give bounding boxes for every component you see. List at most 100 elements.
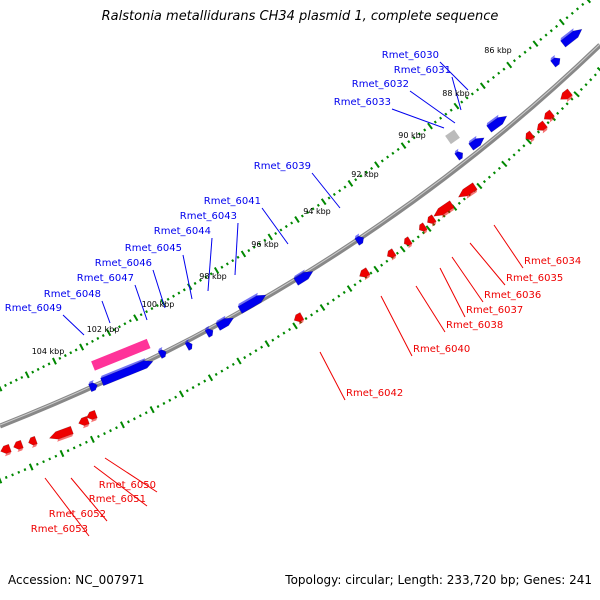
reverse-gene-label: Rmet_6038 — [446, 320, 503, 331]
reverse-gene-arrow-10[interactable] — [385, 248, 397, 262]
inner-minor-tick — [260, 345, 264, 349]
forward-gene-arrow-6-shape[interactable] — [354, 234, 366, 246]
inner-major-tick — [264, 340, 270, 348]
outer-minor-tick — [209, 272, 213, 276]
forward-gene-arrow-8-shape[interactable] — [237, 292, 268, 314]
forward-gene-arrow-2[interactable] — [549, 54, 563, 68]
reverse-gene-arrow-16[interactable] — [27, 435, 38, 448]
forward-gene-arrow-10-shape[interactable] — [204, 327, 215, 338]
unknown-gene-shape[interactable] — [445, 129, 460, 145]
inner-minor-tick — [248, 352, 252, 356]
inner-major-tick — [425, 225, 432, 233]
unknown-gene-arrow[interactable] — [445, 129, 460, 145]
forward-gene-arrow-10[interactable] — [204, 325, 215, 338]
outer-minor-tick — [47, 362, 51, 366]
inner-minor-tick — [271, 338, 275, 342]
forward-gene-label: Rmet_6045 — [125, 243, 182, 254]
reverse-gene-arrow-17-bevel — [17, 447, 24, 453]
reverse-gene-arrow-4[interactable] — [523, 130, 535, 144]
forward-gene-arrow-2-shape[interactable] — [550, 55, 563, 68]
outer-minor-tick — [193, 281, 197, 285]
inner-major-tick — [149, 406, 155, 414]
reverse-gene-arrow-5[interactable] — [456, 182, 478, 202]
reverse-gene-label-leader — [493, 224, 524, 269]
reverse-gene-arrow-15-shape[interactable] — [48, 425, 74, 442]
outer-minor-tick — [460, 100, 464, 104]
forward-gene-arrow-8[interactable] — [237, 290, 268, 314]
outer-minor-tick — [502, 67, 506, 71]
reverse-gene-arrow-2[interactable] — [542, 109, 556, 124]
reverse-gene-arrow-1[interactable] — [558, 88, 574, 104]
forward-gene-arrow-7[interactable] — [293, 266, 315, 286]
reverse-gene-arrow-11[interactable] — [357, 267, 371, 282]
outer-tick-ring — [0, 0, 592, 392]
forward-gene-arrow-6[interactable] — [354, 233, 366, 246]
forward-gene-arrow-13[interactable] — [100, 356, 155, 387]
inner-minor-tick — [17, 470, 21, 474]
outer-major-tick — [558, 18, 565, 26]
forward-gene-arrow-3-shape[interactable] — [486, 113, 510, 133]
outer-minor-tick — [279, 228, 283, 232]
outer-minor-tick — [69, 351, 73, 355]
reverse-gene-arrow-1-shape[interactable] — [558, 88, 573, 103]
forward-gene-arrow-4[interactable] — [468, 133, 487, 151]
outer-minor-tick — [581, 2, 585, 7]
reverse-gene-label: Rmet_6052 — [49, 509, 106, 520]
outer-minor-tick — [407, 140, 411, 144]
reverse-gene-arrow-9[interactable] — [402, 236, 413, 249]
reverse-gene-arrow-2-shape[interactable] — [542, 109, 555, 122]
forward-gene-arrow-9[interactable] — [215, 313, 236, 331]
outer-major-tick — [320, 198, 327, 206]
outer-minor-tick — [476, 88, 480, 92]
forward-gene-arrow-11-shape[interactable] — [184, 341, 194, 351]
reverse-gene-arrow-8-shape[interactable] — [417, 222, 428, 234]
reverse-gene-arrow-12-shape[interactable] — [292, 312, 305, 324]
forward-gene-arrow-5[interactable] — [454, 148, 465, 161]
reverse-gene-arrow-14-shape[interactable] — [77, 415, 90, 427]
outer-minor-tick — [423, 128, 427, 132]
reverse-gene-arrow-13-shape[interactable] — [85, 409, 98, 421]
reverse-gene-arrow-12[interactable] — [292, 312, 305, 326]
reverse-gene-arrow-12-bevel — [298, 319, 304, 325]
reverse-gene-label-leader — [44, 477, 90, 537]
forward-gene-arrow-1[interactable] — [559, 24, 585, 48]
forward-gene-arrow-11[interactable] — [184, 339, 194, 351]
forward-gene-arrow-3[interactable] — [485, 111, 510, 133]
reverse-gene-arrow-5-bevel — [466, 189, 478, 199]
reverse-gene-arrow-18-shape[interactable] — [0, 443, 12, 455]
reverse-gene-arrow-11-shape[interactable] — [357, 267, 371, 280]
inner-minor-tick — [288, 327, 292, 332]
inner-major-tick — [89, 435, 95, 444]
reverse-gene-label: Rmet_6053 — [31, 524, 88, 535]
reverse-gene-arrow-18[interactable] — [0, 443, 12, 457]
inner-minor-tick — [589, 78, 593, 82]
forward-gene-arrow-1-shape[interactable] — [560, 26, 585, 48]
highlighted-gene-arrow[interactable] — [91, 338, 151, 371]
outer-minor-tick — [182, 288, 186, 292]
outer-minor-tick — [247, 249, 251, 253]
forward-gene-arrow-7-shape[interactable] — [293, 268, 315, 286]
forward-gene-arrow-14[interactable] — [88, 379, 99, 393]
outer-minor-tick — [555, 24, 559, 28]
inner-minor-tick — [507, 157, 511, 161]
inner-minor-tick — [380, 263, 384, 267]
inner-minor-tick — [579, 87, 583, 92]
highlighted-gene-shape[interactable] — [91, 338, 151, 371]
reverse-gene-arrow-8[interactable] — [417, 222, 428, 235]
reverse-gene-arrow-15[interactable] — [48, 425, 74, 444]
reverse-gene-arrow-6[interactable] — [432, 200, 456, 222]
outer-minor-tick — [439, 116, 443, 120]
outer-major-tick — [24, 371, 30, 379]
forward-gene-label-leader — [62, 314, 85, 336]
reverse-gene-arrow-3[interactable] — [535, 120, 549, 135]
reverse-gene-arrow-13[interactable] — [85, 409, 98, 423]
reverse-gene-arrow-3-shape[interactable] — [535, 120, 548, 133]
forward-gene-label-leader — [451, 76, 462, 111]
reverse-gene-arrow-14[interactable] — [77, 415, 90, 429]
backbone-arc — [0, 43, 600, 429]
reverse-gene-arrow-17[interactable] — [12, 439, 24, 453]
forward-gene-arrow-12[interactable] — [157, 346, 168, 359]
outer-major-tick — [347, 179, 354, 187]
reverse-gene-arrow-7[interactable] — [425, 214, 437, 228]
inner-major-tick — [0, 477, 3, 484]
